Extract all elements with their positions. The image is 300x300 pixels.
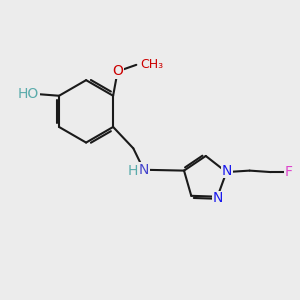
Text: N: N xyxy=(139,163,149,177)
Text: HO: HO xyxy=(18,87,39,101)
Text: H: H xyxy=(127,164,138,178)
Text: N: N xyxy=(213,191,223,205)
Text: F: F xyxy=(284,165,292,179)
Text: N: N xyxy=(222,164,232,178)
Text: CH₃: CH₃ xyxy=(140,58,163,71)
Text: O: O xyxy=(112,64,123,78)
